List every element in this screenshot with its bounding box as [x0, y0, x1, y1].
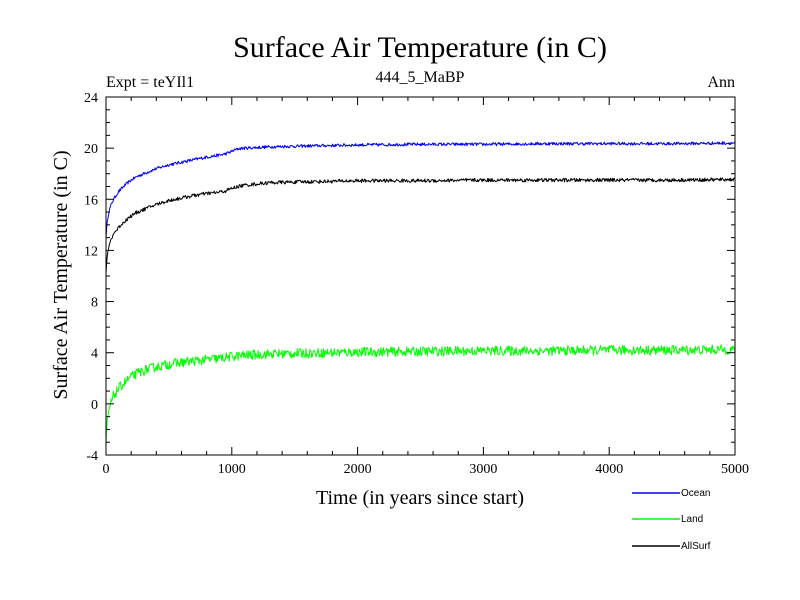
x-tick-label: 3000 [469, 462, 497, 477]
x-tick-label: 1000 [218, 462, 246, 477]
legend: Ocean Land AllSurf [632, 488, 711, 552]
x-tick-label: 0 [103, 462, 110, 477]
season-label: Ann [707, 74, 735, 91]
y-tick-label: 8 [91, 296, 98, 311]
y-axis-label: Surface Air Temperature (in C) [50, 150, 72, 399]
x-tick-label: 4000 [595, 462, 623, 477]
experiment-label: Expt = teYIl1 [106, 74, 194, 91]
y-tick-label: 4 [91, 347, 98, 362]
series-line-land [105, 344, 736, 443]
x-tick-label: 5000 [721, 462, 749, 477]
y-tick-label: 24 [84, 91, 98, 106]
legend-label-ocean: Ocean [681, 488, 710, 499]
y-tick-label: 20 [84, 142, 98, 157]
axes-layer: 0 1000 2000 3000 4000 5000 -4 0 4 8 12 16 20 24 [84, 91, 749, 477]
series-line-ocean [105, 141, 736, 239]
y-tick-label: 0 [91, 398, 98, 413]
y-tick-label: 16 [84, 193, 98, 208]
x-axis-label: Time (in years since start) [316, 487, 524, 509]
legend-label-allsurf: AllSurf [681, 541, 711, 552]
plot-frame [105, 96, 736, 456]
series-layer [105, 141, 736, 443]
y-tick-label: -4 [86, 449, 98, 464]
series-line-allsurf [105, 177, 736, 274]
period-label: 444_5_MaBP [376, 69, 465, 86]
legend-label-land: Land [681, 514, 703, 525]
x-tick-label: 2000 [344, 462, 372, 477]
y-tick-label: 12 [84, 244, 98, 259]
chart-title: Surface Air Temperature (in C) [233, 31, 607, 64]
